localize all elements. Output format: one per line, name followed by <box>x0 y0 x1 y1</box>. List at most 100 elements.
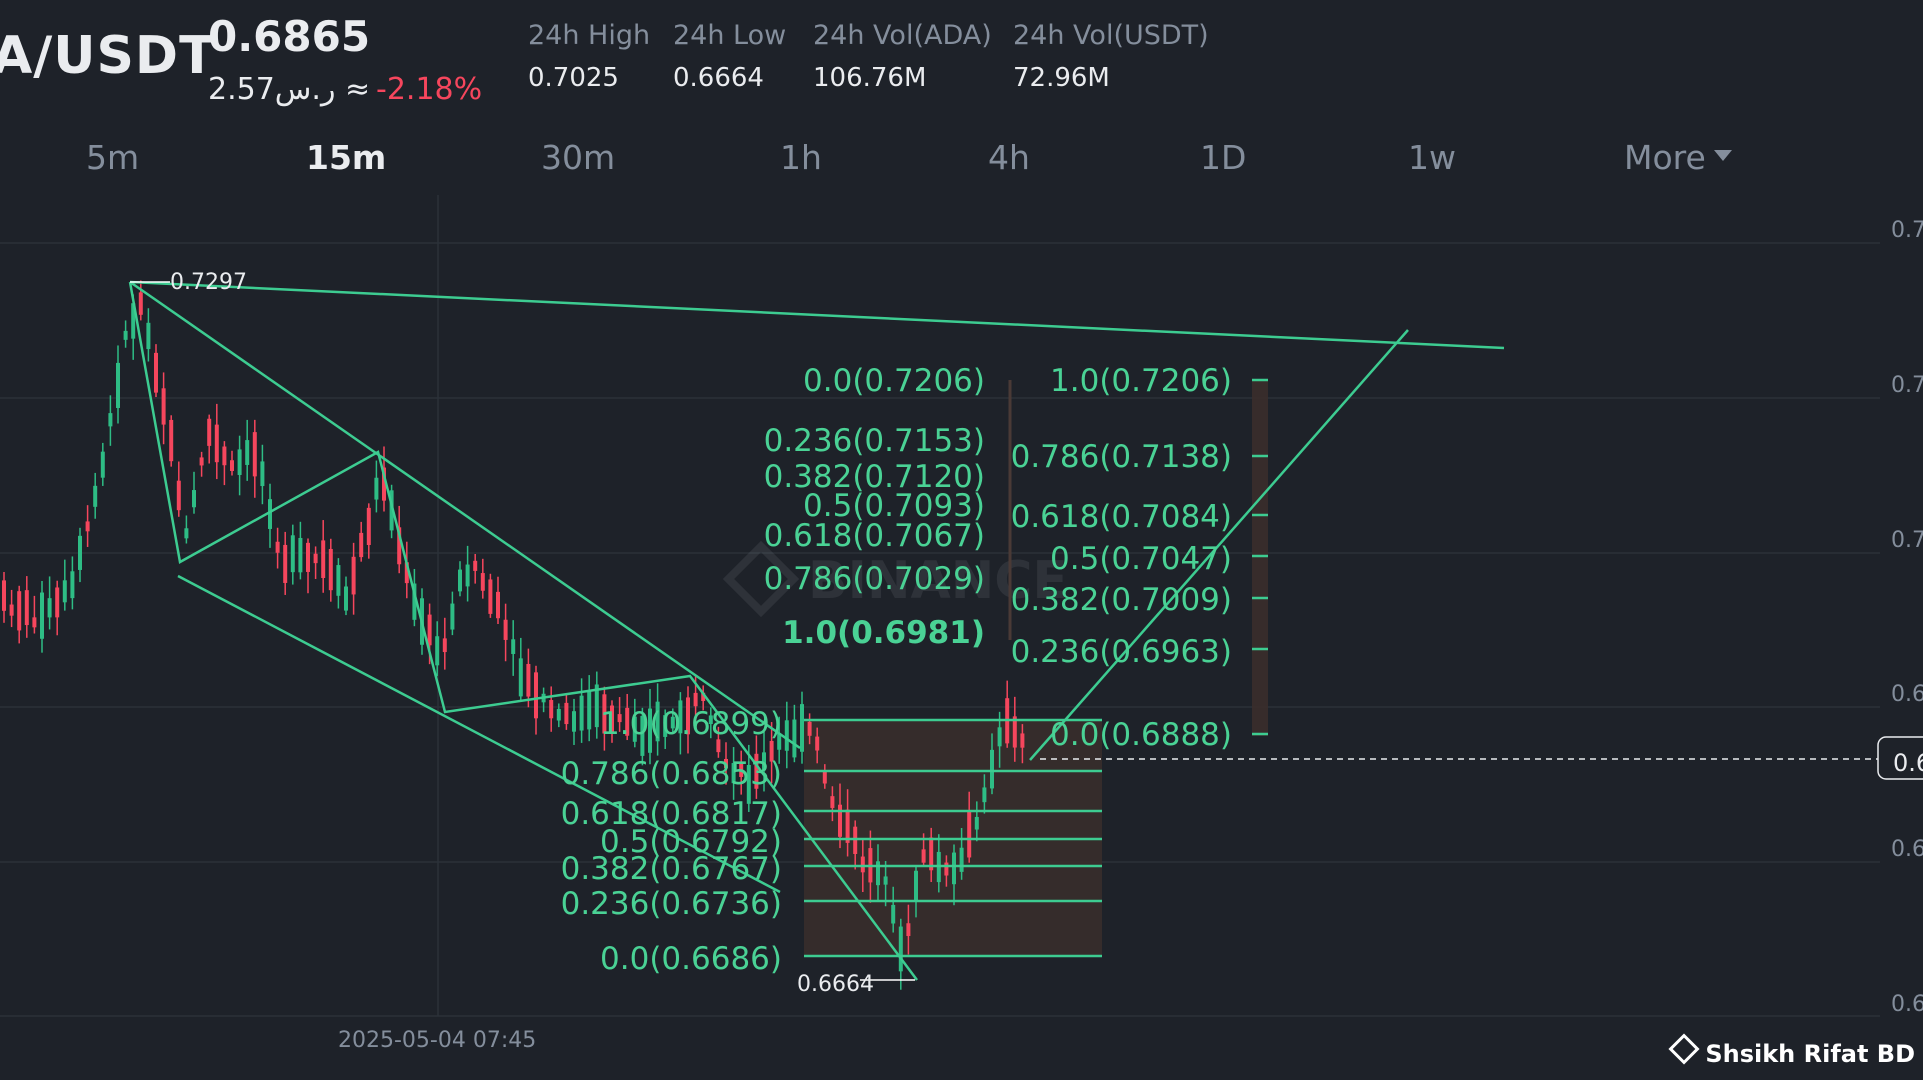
stat-label: 24h Vol(USDT) <box>1013 20 1209 51</box>
candle-body <box>952 852 956 885</box>
y-tick-label: 0.6 <box>1891 682 1923 707</box>
stat-value: 0.6664 <box>673 63 764 93</box>
tab-1w[interactable]: 1w <box>1408 138 1456 177</box>
candle-body <box>632 716 637 742</box>
candle-body <box>496 591 500 619</box>
candle-body <box>784 720 789 751</box>
candle-body <box>473 560 478 571</box>
candle-body <box>572 711 576 732</box>
candle-body <box>617 714 622 723</box>
candle-body <box>526 663 531 697</box>
tab-4h[interactable]: 4h <box>988 138 1030 177</box>
ticker-header: A/USDT 0.6865 2.57ر.س ≈ -2.18% 24h High … <box>0 0 1923 120</box>
candle-body <box>321 540 326 578</box>
fib-right-label: 0.0(0.6888) <box>1050 717 1232 753</box>
candle-body <box>990 749 994 789</box>
candle-body <box>534 672 538 719</box>
y-tick-label: 0.7 <box>1891 218 1923 243</box>
candle-body <box>146 322 151 350</box>
low-annotation: 0.6664 <box>797 972 874 997</box>
last-price: 0.6865 <box>208 12 371 61</box>
fib-ticks-right <box>1252 378 1268 736</box>
candle-body <box>838 804 842 837</box>
trading-pair[interactable]: A/USDT <box>0 26 216 86</box>
tab-5m[interactable]: 5m <box>86 138 140 177</box>
fib-left-label: 0.786(0.7029) <box>764 561 985 597</box>
candle-body <box>1020 733 1025 748</box>
candle-body <box>731 763 736 784</box>
candle-body <box>70 571 75 599</box>
candle-body <box>230 460 234 471</box>
candle-body <box>344 586 348 611</box>
candle-body <box>184 528 189 539</box>
stat-24h-vol-usdt: 24h Vol(USDT) 72.96M <box>1013 20 1209 93</box>
candle-body <box>822 771 827 784</box>
fib-bottom-label: 0.5(0.6792) <box>600 824 782 860</box>
candle-body <box>686 697 690 735</box>
stat-value: 0.7025 <box>528 63 619 93</box>
fib-left-label: 0.5(0.7093) <box>803 488 985 524</box>
candle-body <box>708 715 713 725</box>
fiat-price: 2.57ر.س ≈ <box>208 72 371 107</box>
candle-body <box>891 904 896 924</box>
tab-1h[interactable]: 1h <box>780 138 822 177</box>
fib-right-label: 0.786(0.7138) <box>1011 439 1232 475</box>
candle-body <box>85 521 90 532</box>
fib-right-label: 0.618(0.7084) <box>1011 499 1232 535</box>
fib-right-label: 0.382(0.7009) <box>1011 582 1232 618</box>
candle-body <box>458 569 462 592</box>
candle-body <box>944 862 949 876</box>
candle-body <box>914 870 918 901</box>
candle-body <box>222 446 227 466</box>
candle-body <box>465 564 470 587</box>
candle-body <box>450 603 455 630</box>
candle-body <box>769 740 774 762</box>
candle-body <box>906 923 911 937</box>
candle-body <box>556 708 561 721</box>
candle-body <box>207 418 212 446</box>
candle-body <box>488 579 493 614</box>
candle-body <box>169 419 174 462</box>
stat-24h-vol-ada: 24h Vol(ADA) 106.76M <box>813 20 992 93</box>
candle-body <box>518 658 523 697</box>
fib-labels-right: 1.0(0.7206) 0.786(0.7138) 0.618(0.7084) … <box>1011 363 1232 753</box>
caret-down-icon <box>1713 150 1732 161</box>
candle-body <box>435 636 440 666</box>
candle-body <box>412 583 417 620</box>
candle-body <box>427 614 432 646</box>
candle-body <box>17 591 22 631</box>
tab-15m[interactable]: 15m <box>306 138 387 177</box>
candle-body <box>860 856 865 873</box>
fib-bottom-label: 0.0(0.6686) <box>600 941 782 977</box>
candle-body <box>602 694 607 734</box>
candle-body <box>199 457 204 466</box>
candle-body <box>815 736 820 751</box>
candle-body <box>997 727 1002 747</box>
candle-body <box>967 810 972 858</box>
y-tick-label: 0.7 <box>1891 528 1923 553</box>
tab-1d[interactable]: 1D <box>1200 138 1247 177</box>
candle-body <box>313 553 318 564</box>
tab-more[interactable]: More <box>1624 138 1732 177</box>
candle-body <box>754 753 759 789</box>
candle-body <box>807 721 812 736</box>
stat-24h-high: 24h High 0.7025 <box>528 20 650 93</box>
candle-body <box>800 704 804 752</box>
tab-30m[interactable]: 30m <box>541 138 616 177</box>
fib-zone-right <box>1252 380 1268 736</box>
watermark-text: BINANCE <box>808 551 1068 611</box>
fib-lines-bottom <box>804 718 1102 958</box>
candle-body <box>336 565 341 596</box>
candle-body <box>176 480 181 511</box>
candle-body <box>245 440 250 465</box>
candle-body <box>663 715 668 737</box>
fib-labels-bottom: 1.0(0.6899) 0.786(0.6853) 0.618(0.6817) … <box>561 706 782 977</box>
fib-left-label: 0.618(0.7067) <box>764 518 985 554</box>
candle-body <box>404 562 409 584</box>
y-axis: 0.7 0.7 0.7 0.6 0.6 0.6 <box>1891 218 1923 1017</box>
candle-body <box>359 532 364 558</box>
stat-label: 24h Vol(ADA) <box>813 20 992 51</box>
candle-body <box>328 548 333 591</box>
candle-body <box>974 816 979 830</box>
